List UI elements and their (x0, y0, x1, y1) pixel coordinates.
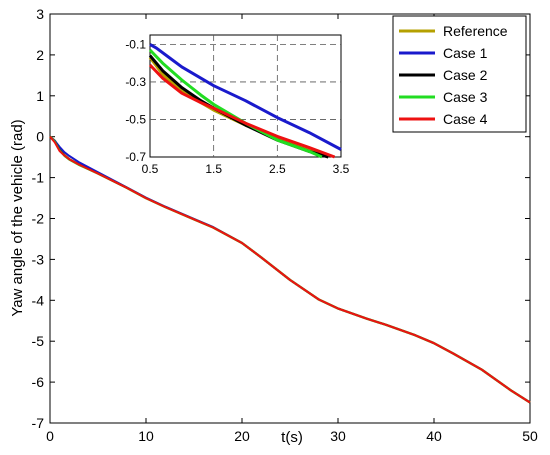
legend-label: Reference (443, 23, 508, 39)
inset-x-tick-label: 0.5 (142, 162, 159, 176)
x-tick-label: 0 (46, 428, 54, 444)
inset-y-tick-label: -0.5 (125, 112, 146, 126)
series-line-case-4 (49, 136, 531, 404)
inset-x-tick-label: 1.5 (205, 162, 222, 176)
inset-plot-area (149, 34, 342, 158)
inset-x-tick-label: 2.5 (269, 162, 286, 176)
inset-x-tick-label: 3.5 (333, 162, 350, 176)
x-tick-label: 40 (426, 428, 442, 444)
legend-label: Case 3 (443, 89, 488, 105)
x-tick-label: 20 (234, 428, 250, 444)
x-tick-label: 50 (522, 428, 538, 444)
y-tick-label: -6 (32, 374, 45, 390)
inset-plot: 0.5 1.5 2.5 3.5 -0.1 -0.3 -0.5 -0.7 (125, 34, 350, 176)
x-axis-label: t(s) (281, 429, 303, 446)
inset-series-line-reference (148, 56, 329, 159)
legend-label: Case 1 (443, 45, 488, 61)
inset-y-tick-label: -0.3 (125, 75, 146, 89)
inset-y-tick-label: -0.7 (125, 150, 146, 164)
y-tick-label: -2 (32, 211, 45, 227)
legend-label: Case 2 (443, 67, 488, 83)
y-tick-label: -4 (32, 292, 45, 308)
y-tick-label: 0 (36, 129, 44, 145)
y-tick-label: 2 (36, 47, 44, 63)
y-tick-label: -5 (32, 333, 45, 349)
y-tick-label: 1 (36, 88, 44, 104)
inset-series-line-case-1 (149, 43, 342, 151)
y-axis-label: Yaw angle of the vehicle (rad) (9, 119, 26, 316)
y-tick-label: -7 (32, 415, 45, 431)
y-tick-label: -3 (32, 251, 45, 267)
y-tick-label: -1 (32, 170, 45, 186)
inset-series-line-case-4 (148, 63, 336, 159)
y-tick-label: 3 (36, 6, 44, 22)
legend: Reference Case 1 Case 2 Case 3 Case 4 (392, 15, 527, 133)
x-tick-label: 30 (330, 428, 346, 444)
x-tick-label: 10 (138, 428, 154, 444)
legend-label: Case 4 (443, 111, 488, 127)
inset-series-line-case-3 (148, 48, 323, 159)
inset-y-tick-label: -0.1 (125, 37, 146, 51)
